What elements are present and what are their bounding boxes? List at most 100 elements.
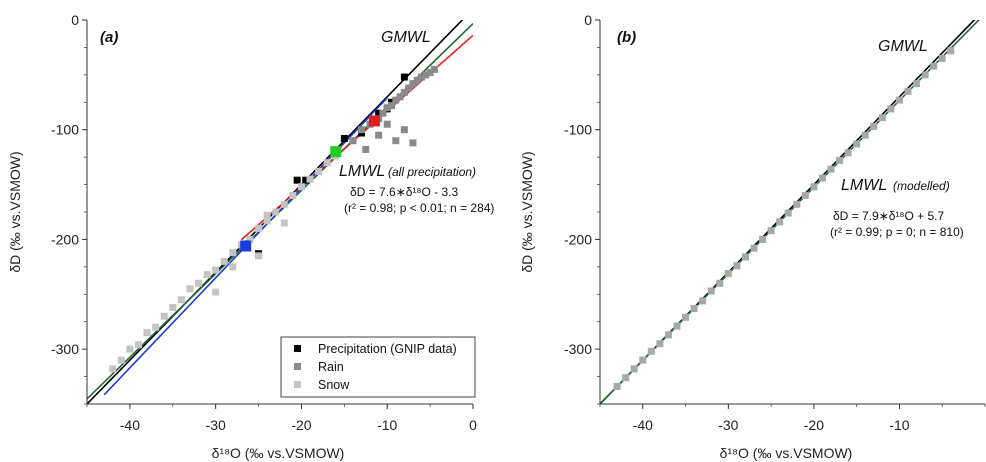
point-modelled-b xyxy=(844,149,852,157)
point-rain-a xyxy=(409,139,417,147)
equation-a: δD = 7.6∗δ¹⁸O - 3.3 xyxy=(350,185,459,199)
point-snow-a xyxy=(117,356,125,364)
point-rain-a xyxy=(400,88,408,96)
point-modelled-b xyxy=(904,87,912,95)
point-modelled-b xyxy=(664,331,672,339)
point-rain-a xyxy=(426,69,434,77)
legend-label-rain: Rain xyxy=(318,360,344,374)
point-modelled-b xyxy=(878,114,886,122)
x-tick-label-b: -10 xyxy=(889,417,909,433)
legend-label-snow: Snow xyxy=(318,378,350,392)
panel-label-a: (a) xyxy=(100,29,118,46)
legend-a: Precipitation (GNIP data) Rain Snow xyxy=(280,336,476,398)
point-rain-a xyxy=(396,93,404,101)
legend-swatch-precipitation xyxy=(294,345,301,352)
point-modelled-b xyxy=(647,347,655,355)
point-rain-a xyxy=(392,137,400,145)
point-modelled-b xyxy=(733,262,741,270)
point-modelled-b xyxy=(801,192,809,200)
point-snow-a xyxy=(212,266,220,274)
y-axis-title-a: δD (‰ vs.VSMOW) xyxy=(7,151,23,272)
stats-a: (r² = 0.98; p < 0.01; n = 284) xyxy=(344,201,494,215)
lmwl-label-b: LMWL xyxy=(841,177,887,194)
point-modelled-b xyxy=(682,313,690,321)
point-rain-a xyxy=(430,65,438,73)
point-snow-a xyxy=(246,235,254,243)
point-snow-a xyxy=(177,296,185,304)
point-precipitation-a xyxy=(375,109,383,117)
x-tick-label-a: -40 xyxy=(120,417,140,433)
point-snow-a xyxy=(229,263,237,271)
x-tick-label-a: 0 xyxy=(469,417,477,433)
point-modelled-b xyxy=(947,47,955,55)
point-rain-a xyxy=(362,145,370,153)
point-modelled-b xyxy=(827,165,835,173)
x-tick-label-a: -10 xyxy=(377,417,397,433)
y-tick-label-b: -300 xyxy=(564,341,592,357)
point-snow-a xyxy=(280,200,288,208)
x-tick-label-b: -30 xyxy=(718,417,738,433)
point-snow-a xyxy=(186,285,194,293)
point-modelled-b xyxy=(784,209,792,217)
point-modelled-b xyxy=(853,140,861,148)
point-snow-a xyxy=(160,312,168,320)
point-rain-a xyxy=(392,96,400,104)
point-rain-a xyxy=(409,80,417,88)
point-modelled-b xyxy=(870,122,878,130)
point-snow-a xyxy=(203,271,211,279)
panel-label-b: (b) xyxy=(617,29,636,46)
point-modelled-b xyxy=(750,244,758,252)
point-modelled-b xyxy=(793,200,801,208)
point-snow-a xyxy=(212,288,220,296)
point-rain-a xyxy=(422,71,430,79)
point-modelled-b xyxy=(707,287,715,295)
point-rain-a xyxy=(400,126,408,134)
point-modelled-b xyxy=(613,382,621,390)
point-snow-a xyxy=(143,329,151,337)
point-modelled-b xyxy=(887,105,895,113)
y-tick-label-b: -200 xyxy=(564,231,592,247)
point-snow-a xyxy=(169,303,177,311)
point-modelled-b xyxy=(921,71,929,79)
point-modelled-b xyxy=(913,80,921,88)
point-modelled-b xyxy=(776,218,784,226)
point-rain-a xyxy=(357,126,365,134)
y-tick-label-b: -100 xyxy=(564,122,592,138)
point-modelled-b xyxy=(938,54,946,62)
point-modelled-b xyxy=(759,235,767,243)
point-rain-a xyxy=(405,84,413,92)
point-modelled-b xyxy=(622,374,630,382)
point-snow-a xyxy=(229,249,237,257)
point-snow-a xyxy=(280,219,288,227)
legend-swatch-snow xyxy=(294,381,301,388)
lmwl-sub-a: (all precipitation) xyxy=(388,165,476,179)
y-tick-label-b: 0 xyxy=(584,12,592,28)
y-tick-label-a: -300 xyxy=(51,341,79,357)
highlight-point-a xyxy=(330,146,342,158)
point-snow-a xyxy=(263,211,271,219)
point-modelled-b xyxy=(810,183,818,191)
x-tick-label-a: -30 xyxy=(206,417,226,433)
y-tick-label-a: -200 xyxy=(51,231,79,247)
point-rain-a xyxy=(379,109,387,117)
gmwl-label-a: GMWL xyxy=(381,29,431,46)
point-rain-a xyxy=(375,131,383,139)
x-tick-label-b: -40 xyxy=(633,417,653,433)
point-modelled-b xyxy=(767,227,775,235)
point-modelled-b xyxy=(895,96,903,104)
point-precipitation-a xyxy=(340,134,348,142)
point-modelled-b xyxy=(716,279,724,287)
highlight-point-a xyxy=(240,240,252,252)
y-tick-label-a: 0 xyxy=(71,12,79,28)
x-tick-label-b: -20 xyxy=(804,417,824,433)
point-snow-a xyxy=(134,341,142,349)
point-snow-a xyxy=(109,365,117,373)
point-precipitation-a xyxy=(293,176,301,184)
point-modelled-b xyxy=(836,156,844,164)
point-snow-a xyxy=(263,217,271,225)
point-snow-a xyxy=(255,224,263,232)
point-modelled-b xyxy=(818,174,826,182)
point-modelled-b xyxy=(673,322,681,330)
panel-b: 0-100-200-300-40 -30 -20 -10 (b) GMWL LMWL … xyxy=(519,12,986,461)
